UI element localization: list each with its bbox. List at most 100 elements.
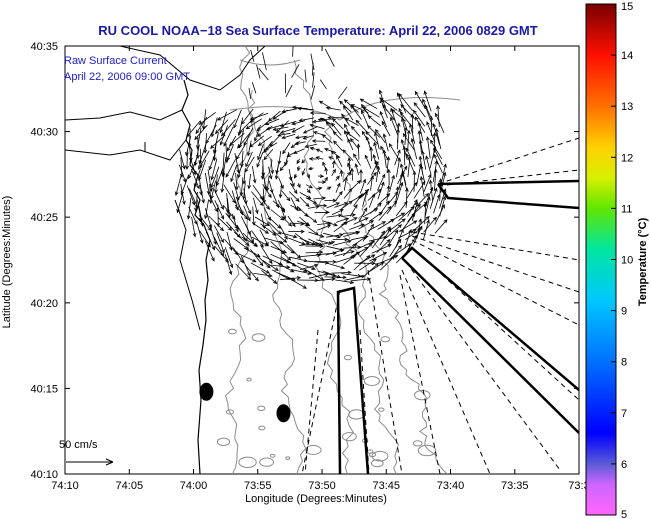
contour-blob <box>417 444 437 457</box>
current-vector-head <box>206 190 211 195</box>
current-vector <box>290 222 304 225</box>
current-vector-head <box>443 219 448 224</box>
current-vector <box>424 202 427 225</box>
current-vector <box>290 175 295 187</box>
current-vector <box>260 223 277 236</box>
current-vector-head <box>221 132 225 137</box>
radial-dashed <box>405 261 561 471</box>
contour-line <box>247 89 307 474</box>
current-vector <box>278 132 291 136</box>
current-vector-head <box>399 181 404 187</box>
current-vector-head <box>347 270 352 275</box>
current-vector <box>235 196 243 215</box>
current-vector <box>299 237 316 245</box>
current-vector-head <box>339 169 344 175</box>
current-vector-head <box>259 243 264 248</box>
current-vector <box>188 159 197 179</box>
current-vector-head <box>387 205 392 211</box>
current-vector <box>379 97 398 111</box>
current-vector <box>245 223 254 243</box>
colorbar-tick-label: 10 <box>621 255 633 267</box>
y-tick-label: 40:20 <box>30 298 58 310</box>
current-vector <box>214 245 229 263</box>
current-vector <box>204 240 215 262</box>
current-vector <box>358 144 360 160</box>
current-vector-head <box>417 203 421 208</box>
current-vector-head <box>220 238 224 243</box>
current-vector-head <box>331 160 336 165</box>
current-vector <box>422 99 432 118</box>
current-vector-head <box>425 136 430 141</box>
current-vector-head <box>228 270 233 276</box>
current-vector-head <box>207 226 212 232</box>
current-vector-head <box>370 175 374 180</box>
current-vector <box>394 149 401 166</box>
current-vector <box>362 191 367 207</box>
current-vector-head <box>422 98 426 103</box>
current-vector <box>376 226 391 242</box>
current-vector-head <box>246 152 251 157</box>
current-vector-head <box>418 218 423 223</box>
current-vector-head <box>291 129 296 133</box>
current-vector-head <box>237 174 241 179</box>
current-vector <box>319 100 332 110</box>
scale-arrow <box>66 458 114 466</box>
current-vector-head <box>263 156 268 161</box>
current-vector <box>424 197 430 218</box>
station-markers <box>199 382 291 423</box>
current-vector-head <box>381 181 385 186</box>
current-vector <box>292 106 308 110</box>
current-vector-head <box>198 121 203 125</box>
current-vector-head <box>182 200 186 205</box>
current-vector-head <box>400 104 405 109</box>
current-vector-head <box>353 153 357 158</box>
current-vector-head <box>360 109 365 115</box>
current-vector <box>382 104 396 122</box>
current-vector-head <box>344 237 349 242</box>
current-vector-head <box>400 117 405 122</box>
current-vector <box>298 107 314 111</box>
current-vector-head <box>211 246 215 251</box>
current-vector <box>289 191 300 202</box>
current-vector-head <box>363 207 368 212</box>
current-vector <box>307 260 329 264</box>
current-vector-head <box>370 240 376 245</box>
current-vector-head <box>288 176 293 182</box>
current-vector <box>319 79 327 90</box>
current-vector <box>237 132 251 149</box>
current-vector <box>299 243 319 246</box>
current-vector-head <box>399 111 404 116</box>
current-vector <box>420 165 426 184</box>
current-vector-head <box>410 137 415 143</box>
current-vector <box>304 269 325 281</box>
current-vector <box>258 67 269 81</box>
current-vector-head <box>308 184 314 189</box>
current-vector-head <box>237 144 242 149</box>
current-vector-head <box>336 155 340 160</box>
current-vector-head <box>331 118 337 123</box>
current-vector <box>282 108 298 113</box>
current-vector <box>288 237 306 245</box>
current-vector-head <box>207 243 211 248</box>
current-vector-head <box>257 142 262 146</box>
current-vector-head <box>278 194 283 199</box>
current-vector <box>302 168 306 176</box>
current-vector-head <box>214 129 219 135</box>
current-vector-head <box>205 139 210 145</box>
current-vector-head <box>253 242 258 247</box>
current-vector-head <box>277 132 282 137</box>
current-vector <box>289 182 298 194</box>
current-vector <box>325 262 345 269</box>
current-vector-head <box>204 214 208 220</box>
current-vector <box>387 218 406 233</box>
current-vector-head <box>382 103 387 109</box>
current-vector-head <box>423 90 428 95</box>
current-vector <box>221 172 225 193</box>
current-vector <box>433 123 440 145</box>
current-vector <box>429 146 436 169</box>
current-vector <box>262 260 279 271</box>
current-vector-head <box>265 241 269 247</box>
current-vector <box>223 184 236 204</box>
current-vector-head <box>274 267 279 271</box>
